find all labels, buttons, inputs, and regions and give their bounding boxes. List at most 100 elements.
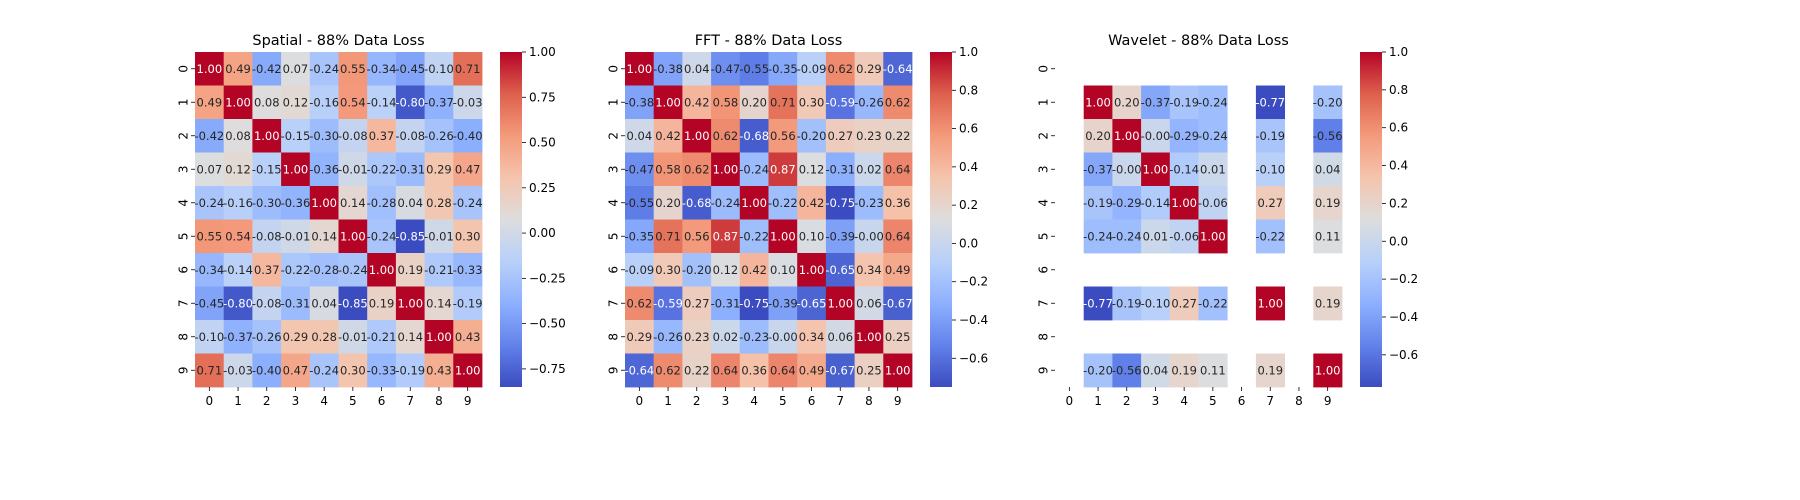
heatmap-cell bbox=[1112, 152, 1142, 187]
heatmap-cell bbox=[768, 219, 798, 254]
heatmap-cell bbox=[195, 219, 225, 254]
cell-value-label: 0.37 bbox=[254, 263, 280, 277]
heatmap-cell bbox=[768, 52, 798, 86]
cell-value-label: -0.36 bbox=[309, 162, 339, 176]
cell-value-label: -0.10 bbox=[424, 62, 454, 76]
cell-value-label: 1.00 bbox=[1143, 162, 1169, 176]
colorbar-tick-label: −0.2 bbox=[959, 275, 988, 289]
heatmap-cell bbox=[1198, 186, 1228, 220]
heatmap-cell bbox=[825, 286, 855, 321]
cell-value-label: -0.31 bbox=[281, 296, 311, 310]
y-tick-label: 4 bbox=[1037, 199, 1051, 207]
cell-value-label: -0.22 bbox=[281, 263, 311, 277]
heatmap-cell bbox=[424, 353, 454, 388]
heatmap-cell bbox=[797, 353, 827, 388]
cell-value-label: 0.42 bbox=[655, 129, 681, 143]
heatmap-cell bbox=[682, 186, 712, 220]
heatmap-cell bbox=[797, 286, 827, 321]
cell-value-label: -0.22 bbox=[1255, 229, 1285, 243]
heatmap-cell bbox=[682, 52, 712, 86]
cell-value-label: -0.14 bbox=[367, 95, 397, 109]
y-tick-label: 6 bbox=[1037, 266, 1051, 274]
cell-value-label: -0.24 bbox=[739, 162, 769, 176]
heatmap-cell bbox=[711, 186, 741, 220]
cell-value-label: -0.40 bbox=[453, 129, 483, 143]
cell-value-label: -0.24 bbox=[367, 229, 397, 243]
heatmap-cell bbox=[739, 52, 769, 86]
heatmap-cell bbox=[883, 119, 913, 153]
heatmap-cell bbox=[338, 320, 368, 354]
cell-value-label: 0.29 bbox=[856, 62, 882, 76]
cell-value-label: -0.55 bbox=[739, 62, 769, 76]
cell-value-label: 0.64 bbox=[713, 363, 739, 377]
heatmap-cell bbox=[1169, 219, 1199, 254]
heatmap-cell bbox=[424, 286, 454, 321]
cell-value-label: 0.49 bbox=[225, 62, 251, 76]
heatmap-cell bbox=[682, 152, 712, 187]
colorbar-tick-label: 0.2 bbox=[1389, 196, 1408, 210]
heatmap-cell bbox=[395, 219, 425, 254]
heatmap-cell bbox=[195, 186, 225, 220]
cell-value-label: -0.15 bbox=[252, 162, 282, 176]
y-tick-label: 9 bbox=[177, 366, 191, 374]
heatmap-cell bbox=[453, 253, 483, 287]
heatmap-cell bbox=[682, 85, 712, 120]
y-tick-label: 0 bbox=[1037, 65, 1051, 73]
heatmap-cell bbox=[854, 320, 884, 354]
colorbar-tick-label: −0.50 bbox=[529, 317, 566, 331]
heatmap-cell bbox=[453, 286, 483, 321]
cell-value-label: -0.22 bbox=[768, 196, 798, 210]
heatmap-cell bbox=[625, 253, 655, 287]
colorbar-tick-label: 0.8 bbox=[959, 83, 978, 97]
cell-value-label: 1.00 bbox=[1085, 95, 1111, 109]
heatmap-cell bbox=[653, 85, 683, 120]
cell-value-label: -0.35 bbox=[624, 229, 654, 243]
heatmap-cell bbox=[1083, 286, 1113, 321]
cell-value-label: 0.29 bbox=[283, 330, 309, 344]
y-tick-label: 7 bbox=[607, 299, 621, 307]
cell-value-label: 0.49 bbox=[197, 95, 223, 109]
heatmap-cell bbox=[739, 253, 769, 287]
heatmap-cell bbox=[453, 85, 483, 120]
heatmap-cell bbox=[367, 119, 397, 153]
cell-value-label: 0.36 bbox=[741, 363, 767, 377]
x-tick-label: 7 bbox=[406, 394, 414, 408]
cell-value-label: -0.75 bbox=[739, 296, 769, 310]
heatmap-cell bbox=[424, 253, 454, 287]
heatmap-cell bbox=[367, 152, 397, 187]
heatmap-cell bbox=[395, 119, 425, 153]
y-tick-label: 9 bbox=[607, 366, 621, 374]
cell-value-label: 0.62 bbox=[827, 62, 853, 76]
cell-value-label: 0.58 bbox=[655, 162, 681, 176]
heatmap-cell bbox=[739, 186, 769, 220]
heatmap-cell bbox=[367, 320, 397, 354]
x-tick-label: 8 bbox=[435, 394, 443, 408]
heatmap-cell bbox=[825, 253, 855, 287]
heatmap-cell bbox=[1198, 219, 1228, 254]
heatmap-cell bbox=[395, 353, 425, 388]
cell-value-label: 0.25 bbox=[885, 330, 911, 344]
heatmap-cell bbox=[1169, 119, 1199, 153]
cell-value-label: -0.00 bbox=[854, 229, 884, 243]
heatmap-cell bbox=[653, 286, 683, 321]
cell-value-label: -0.64 bbox=[883, 62, 913, 76]
heatmap-cell bbox=[883, 353, 913, 388]
heatmap-cell bbox=[281, 186, 311, 220]
cell-value-label: 0.19 bbox=[1171, 363, 1197, 377]
cell-value-label: 0.04 bbox=[1315, 162, 1341, 176]
cell-value-label: 1.00 bbox=[655, 95, 681, 109]
colorbar-tick-label: 0.25 bbox=[529, 181, 556, 195]
heatmap-cell bbox=[281, 119, 311, 153]
heatmap-cell bbox=[1112, 286, 1142, 321]
heatmap-cell bbox=[281, 286, 311, 321]
heatmap-cell bbox=[367, 85, 397, 120]
heatmap-cell bbox=[252, 186, 282, 220]
cell-value-label: 0.87 bbox=[770, 162, 796, 176]
cell-value-label: 1.00 bbox=[311, 196, 337, 210]
cell-value-label: 0.30 bbox=[655, 263, 681, 277]
heatmap-cell bbox=[739, 320, 769, 354]
heatmap-cell bbox=[195, 85, 225, 120]
heatmap-cell bbox=[768, 320, 798, 354]
cell-value-label: 1.00 bbox=[770, 229, 796, 243]
